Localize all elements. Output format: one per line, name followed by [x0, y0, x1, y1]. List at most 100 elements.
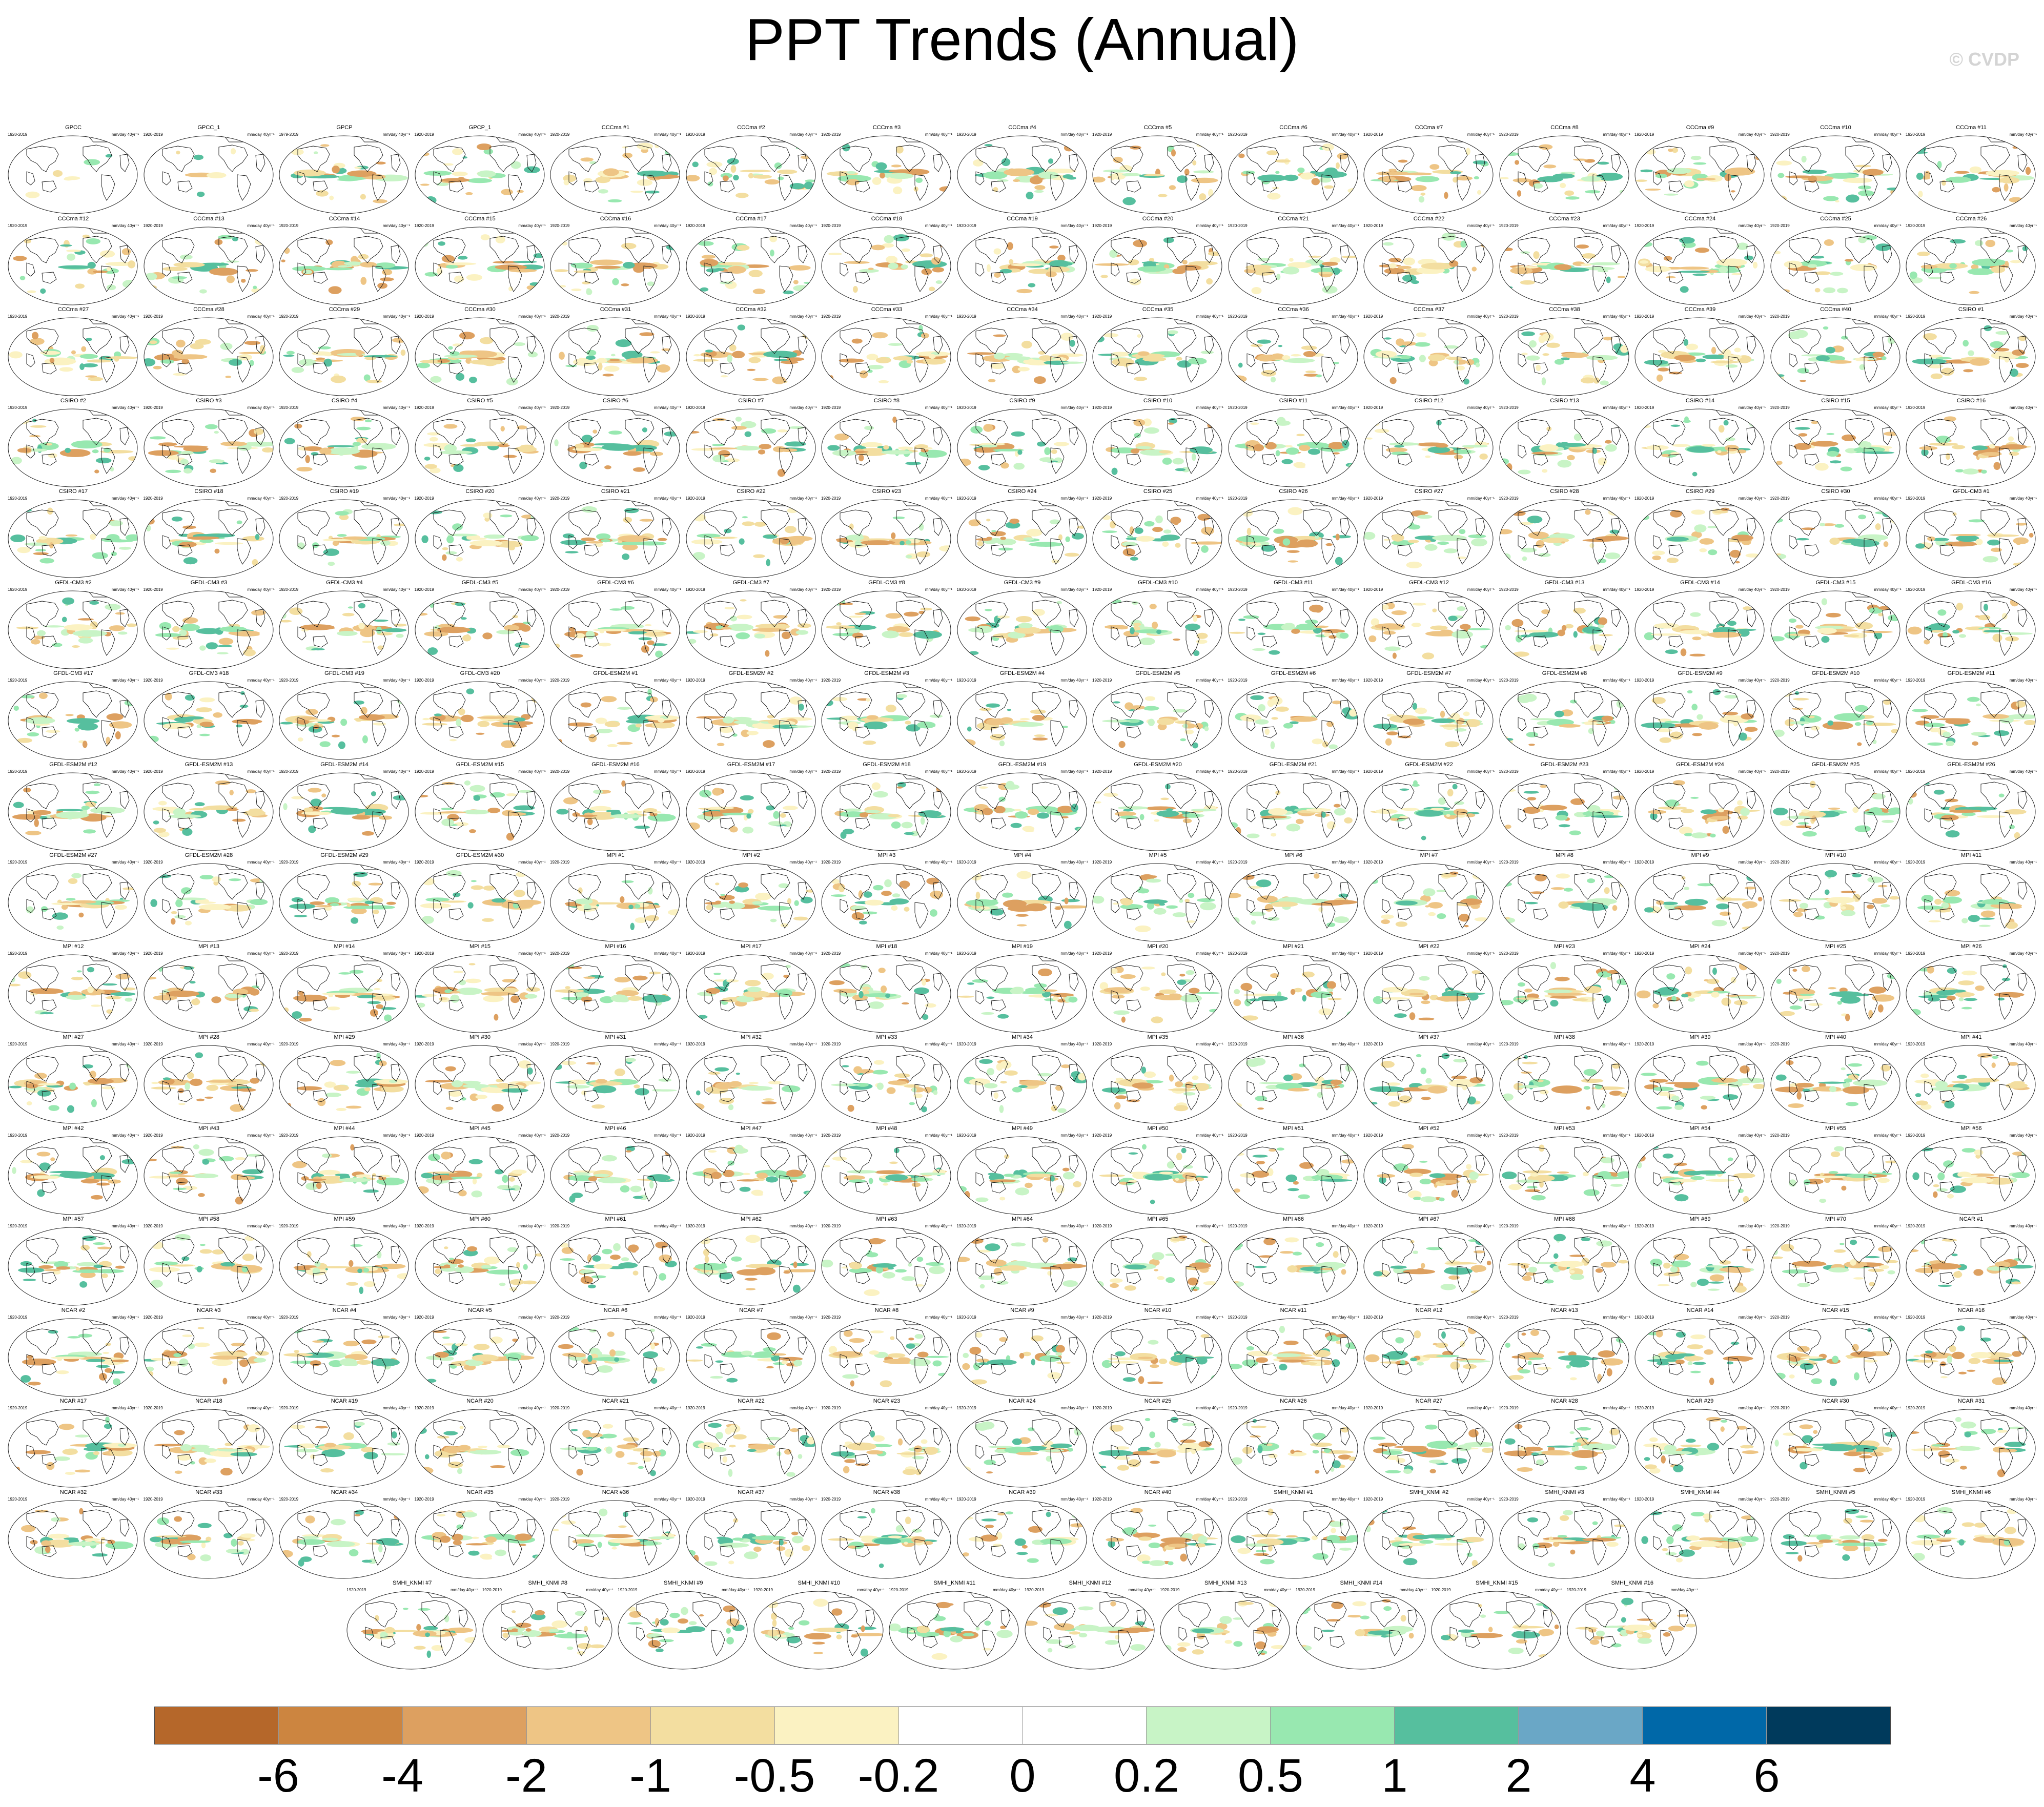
coastline [1321, 265, 1335, 292]
trend-anomaly [621, 780, 626, 787]
coastline [975, 626, 985, 641]
trend-anomaly [249, 899, 268, 906]
trend-anomaly [19, 275, 26, 280]
trend-anomaly [589, 161, 597, 165]
coastline [568, 353, 578, 367]
trend-anomaly [916, 721, 936, 729]
trend-anomaly [1875, 243, 1891, 251]
trend-anomaly [1143, 427, 1159, 434]
trend-anomaly [1057, 254, 1066, 261]
trend-anomaly [1734, 347, 1741, 353]
trend-map [1363, 408, 1494, 487]
trend-anomaly [1452, 784, 1458, 789]
coastline [1185, 447, 1200, 474]
trend-anomaly [1391, 451, 1408, 455]
trend-anomaly [1984, 603, 1988, 611]
trend-anomaly [1045, 271, 1057, 277]
coastline [798, 336, 807, 354]
coastline [704, 873, 737, 900]
trend-anomaly [263, 331, 273, 337]
trend-anomaly [849, 615, 864, 618]
trend-anomaly [60, 244, 72, 247]
trend-anomaly [704, 902, 722, 905]
coastline [625, 690, 655, 718]
trend-anomaly [777, 176, 784, 180]
trend-anomaly [323, 358, 333, 367]
trend-map [957, 863, 1087, 942]
map-panel: GFDL-CM3 #4 1920-2019 mm/day 40yr⁻¹ [277, 580, 412, 670]
coastline [1845, 145, 1875, 172]
trend-anomaly [839, 602, 853, 605]
trend-anomaly [118, 546, 132, 550]
trend-anomaly [1276, 417, 1285, 425]
coastline [391, 790, 401, 809]
coastline [433, 419, 466, 445]
coastline [26, 509, 59, 536]
trend-anomaly [1184, 623, 1201, 630]
coastline [1980, 782, 2010, 809]
panel-title: GFDL-CM3 #13 [1544, 579, 1585, 586]
panel-title: GPCC [65, 125, 81, 131]
trend-anomaly [768, 820, 783, 826]
trend-anomaly [128, 456, 137, 461]
trend-anomaly [913, 630, 942, 639]
map-border [8, 681, 138, 760]
trend-anomaly [1321, 811, 1326, 818]
coastline [1592, 447, 1606, 474]
panel-units: mm/day 40yr⁻¹ [518, 678, 546, 683]
trend-anomaly [718, 262, 747, 265]
trend-anomaly [1118, 741, 1126, 748]
coastline [1999, 538, 2013, 565]
trend-anomaly [1509, 267, 1532, 274]
trend-anomaly [1399, 355, 1411, 359]
trend-anomaly [991, 538, 1000, 541]
trend-anomaly [905, 555, 912, 559]
coastline [779, 902, 793, 929]
trend-anomaly [1992, 187, 2000, 193]
trend-anomaly [2000, 444, 2027, 449]
trend-anomaly [731, 351, 745, 359]
trend-anomaly [109, 520, 123, 526]
trend-anomaly [68, 878, 78, 884]
trend-anomaly [252, 559, 258, 566]
trend-anomaly [66, 249, 81, 252]
coastline [1185, 811, 1200, 838]
trend-anomaly [1822, 722, 1853, 730]
trend-anomaly [1891, 282, 1899, 290]
coastline [1261, 635, 1277, 647]
map-panel: GFDL-ESM2M #9 1920-2019 mm/day 40yr⁻¹ [1633, 670, 1767, 761]
trend-anomaly [1770, 147, 1783, 150]
trend-map [1363, 227, 1494, 305]
trend-anomaly [1989, 443, 1995, 448]
panel-years: 1920-2019 [1906, 496, 1926, 501]
trend-anomaly [1558, 724, 1581, 728]
panel-years: 1920-2019 [8, 587, 28, 592]
trend-anomaly [1250, 716, 1257, 720]
map-panel: GFDL-ESM2M #12 1920-2019 mm/day 40yr⁻¹ [6, 762, 140, 852]
trend-anomaly [1963, 369, 1974, 373]
trend-anomaly [362, 640, 372, 643]
coastline [1939, 272, 1955, 283]
trend-anomaly [868, 267, 874, 270]
coastline [1382, 783, 1415, 809]
trend-map [8, 499, 138, 578]
trend-anomaly [1834, 524, 1844, 528]
coastline [101, 720, 115, 747]
coastline [990, 908, 1006, 920]
trend-anomaly [33, 552, 49, 556]
trend-anomaly [1668, 372, 1683, 375]
trend-anomaly [746, 731, 759, 735]
trend-anomaly [1651, 550, 1665, 556]
trend-anomaly [1584, 190, 1600, 194]
panel-title: CCCma #5 [1143, 125, 1172, 131]
panel-title: CSIRO #23 [872, 488, 902, 495]
trend-anomaly [628, 905, 633, 910]
trend-anomaly [291, 897, 303, 902]
coastline [779, 356, 793, 383]
map-border [550, 772, 680, 851]
coastline [119, 608, 130, 627]
trend-anomaly [1587, 622, 1592, 627]
trend-anomaly [1993, 730, 2010, 736]
trend-anomaly [921, 333, 929, 339]
trend-anomaly [846, 171, 856, 174]
